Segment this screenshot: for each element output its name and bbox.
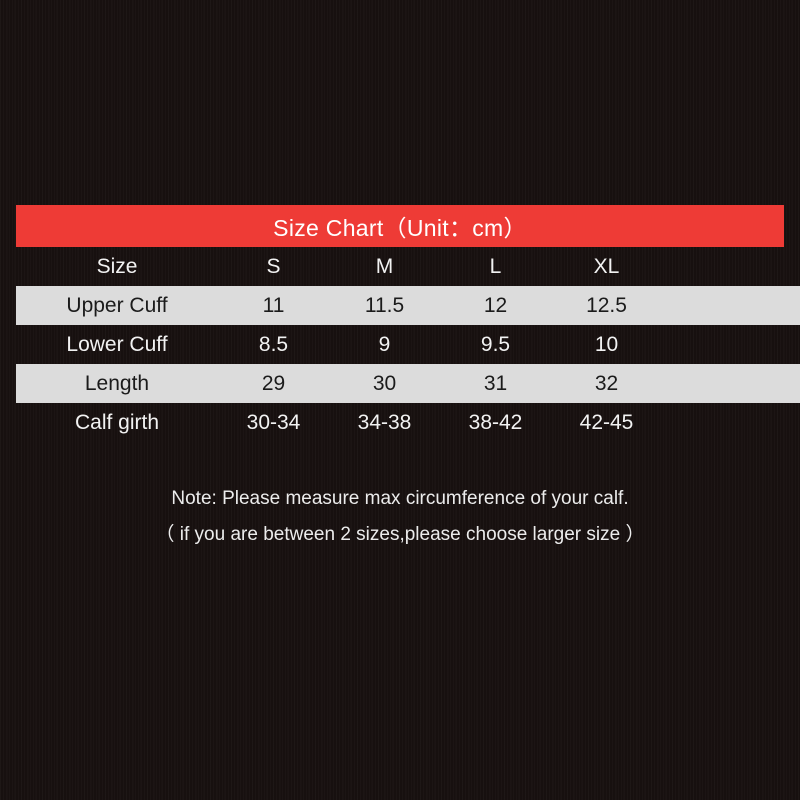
column-header-spacer [662, 247, 800, 286]
cell-spacer [662, 286, 800, 325]
column-header-l: L [489, 254, 502, 278]
column-header-size: Size [96, 254, 138, 278]
cell-upper-cuff-s: 11 [218, 286, 329, 325]
cell-calf-girth-m: 34-38 [357, 410, 412, 434]
row-label-length: Length [16, 364, 218, 403]
cell-length-m: 30 [329, 364, 440, 403]
table-row: Lower Cuff 8.5 9 9.5 10 [16, 325, 800, 364]
column-header-m: M [375, 254, 394, 278]
table-row: Calf girth 30-34 34-38 38-42 42-45 [16, 403, 800, 442]
cell-spacer [662, 403, 800, 442]
table-row: Length 29 30 31 32 [16, 364, 800, 403]
cell-length-xl: 32 [551, 364, 662, 403]
table-header-row: Size S M L XL [16, 247, 800, 286]
cell-lower-cuff-xl: 10 [594, 332, 619, 356]
size-chart: Size Chart（Unit：cm） Size S M L XL Upper … [16, 205, 800, 442]
size-chart-notes: Note: Please measure max circumference o… [0, 481, 800, 553]
column-header-s: S [266, 254, 281, 278]
cell-length-s: 29 [218, 364, 329, 403]
cell-calf-girth-l: 38-42 [468, 410, 523, 434]
note-line-2: （ if you are between 2 sizes,please choo… [155, 524, 645, 545]
row-label-calf-girth: Calf girth [74, 410, 160, 434]
cell-lower-cuff-m: 9 [378, 332, 391, 356]
cell-upper-cuff-m: 11.5 [329, 286, 440, 325]
row-label-upper-cuff: Upper Cuff [16, 286, 218, 325]
cell-lower-cuff-s: 8.5 [258, 332, 289, 356]
size-chart-table: Size S M L XL Upper Cuff 11 11.5 12 12.5… [16, 247, 800, 442]
cell-spacer [662, 364, 800, 403]
note-line-1: Note: Please measure max circumference o… [171, 488, 629, 509]
size-chart-title-bar: Size Chart（Unit：cm） [16, 205, 784, 247]
table-row: Upper Cuff 11 11.5 12 12.5 [16, 286, 800, 325]
cell-calf-girth-s: 30-34 [246, 410, 301, 434]
cell-spacer [662, 325, 800, 364]
cell-upper-cuff-l: 12 [440, 286, 551, 325]
cell-length-l: 31 [440, 364, 551, 403]
cell-calf-girth-xl: 42-45 [579, 410, 634, 434]
cell-upper-cuff-xl: 12.5 [551, 286, 662, 325]
size-chart-title: Size Chart（Unit：cm） [273, 215, 527, 241]
column-header-xl: XL [593, 254, 620, 278]
cell-lower-cuff-l: 9.5 [480, 332, 511, 356]
row-label-lower-cuff: Lower Cuff [66, 332, 168, 356]
